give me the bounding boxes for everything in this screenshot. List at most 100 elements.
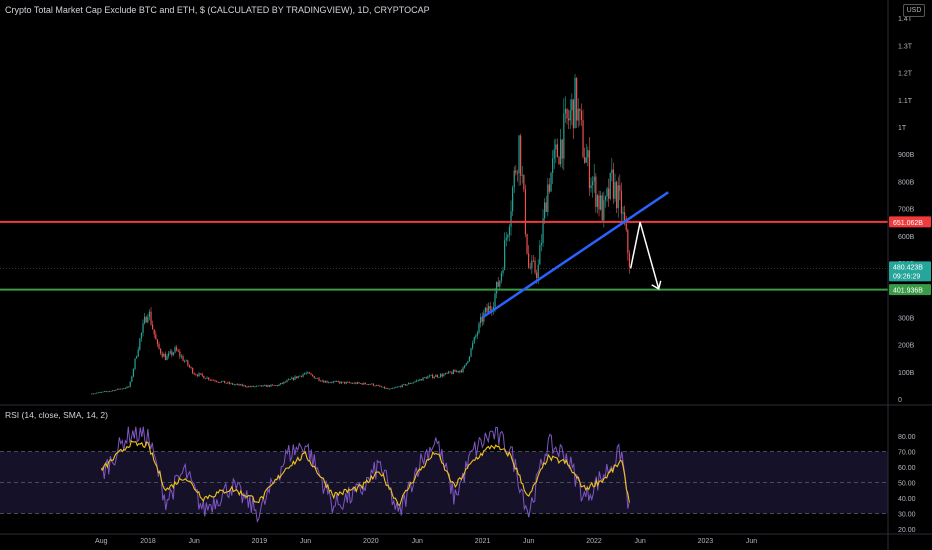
candle-body <box>172 352 175 356</box>
candle-body <box>145 316 147 323</box>
candle-body <box>534 260 536 273</box>
rsi-line <box>100 426 630 523</box>
candle-body <box>425 377 427 379</box>
candle-body <box>377 385 379 387</box>
candle-body <box>156 339 159 344</box>
candle-body <box>393 387 395 389</box>
candle-body <box>115 389 117 391</box>
candle-body <box>388 388 391 390</box>
candle-body <box>134 358 136 369</box>
candle-body <box>113 390 115 392</box>
price-tick-label: 700B <box>898 207 915 214</box>
candle-body <box>331 382 333 384</box>
candle-body <box>147 316 149 323</box>
candle-body <box>211 379 213 381</box>
candle-body <box>528 253 530 268</box>
candle-body <box>254 386 256 388</box>
price-tick-label: 200B <box>898 343 915 350</box>
candle-body <box>382 386 384 388</box>
candle-body <box>124 388 127 389</box>
candle-body <box>360 383 362 385</box>
candle-body <box>548 184 551 192</box>
candle-body <box>536 272 538 279</box>
time-tick-label: Jun <box>746 538 757 545</box>
candle-body <box>289 379 291 380</box>
candle-body <box>270 384 272 387</box>
candle-body <box>556 144 559 158</box>
candle-body <box>510 211 512 227</box>
candle-body <box>116 388 119 390</box>
candle-body <box>340 381 343 384</box>
candle-body <box>422 377 424 381</box>
candle-body <box>171 351 173 356</box>
price-axis[interactable]: 0100B200B300B400B500B600B700B800B900B1T1… <box>887 0 931 550</box>
price-pane[interactable] <box>0 73 932 406</box>
candle-body <box>118 388 120 390</box>
candle-body <box>305 373 307 374</box>
trendline <box>481 191 669 319</box>
level-badge <box>889 284 931 296</box>
candle-body <box>516 172 519 174</box>
candle-body <box>230 383 232 385</box>
last-price-badge <box>889 261 931 282</box>
candle-body <box>593 176 595 182</box>
candle-body <box>494 293 496 308</box>
candle-body <box>123 388 125 390</box>
candle-body <box>368 384 370 386</box>
candle-body <box>308 372 311 374</box>
candle-body <box>132 368 135 377</box>
candle-body <box>430 374 432 376</box>
candle-body <box>267 385 269 387</box>
candle-body <box>356 382 359 384</box>
candle-body <box>489 305 491 310</box>
candle-body <box>440 374 442 377</box>
candle-body <box>540 243 543 246</box>
candle-body <box>164 353 167 361</box>
candle-body <box>432 374 434 379</box>
candle-body <box>395 387 397 388</box>
candle-body <box>433 376 435 379</box>
candle-body <box>409 383 411 384</box>
candle-body <box>169 351 171 354</box>
chart-title: Crypto Total Market Cap Exclude BTC and … <box>5 5 430 15</box>
time-axis[interactable]: Aug 2018 Jun 2019 Jun 2020 Jun 2021 Jun 2022 Jun 20… <box>0 533 932 545</box>
candle-body <box>505 237 507 241</box>
price-tick-label: 300B <box>898 315 915 322</box>
candle-body <box>326 381 328 383</box>
candle-body <box>336 380 338 382</box>
candle-body <box>94 393 96 395</box>
candle-body <box>481 317 483 322</box>
level-badge-label: 401.936B <box>893 288 923 295</box>
candle-body <box>275 385 277 387</box>
candle-body <box>444 372 447 375</box>
candle-body <box>379 385 381 387</box>
currency-button[interactable]: USD <box>903 4 925 17</box>
price-tick-label: 0 <box>898 397 902 404</box>
candle-body <box>624 212 626 224</box>
candle-body <box>294 376 296 380</box>
candle-body <box>539 245 541 265</box>
candle-body <box>582 120 584 158</box>
candle-body <box>390 388 392 390</box>
candle-body <box>334 381 336 383</box>
time-tick-label: Jun <box>412 538 423 545</box>
time-tick-label: Jun <box>634 538 645 545</box>
candle-body <box>152 324 154 330</box>
candle-body <box>414 381 416 383</box>
candle-body <box>512 187 514 212</box>
rsi-pane[interactable] <box>0 426 888 523</box>
candle-body <box>625 223 627 230</box>
candle-body <box>572 99 575 129</box>
candle-body <box>558 157 560 165</box>
candle-body <box>219 382 221 384</box>
candle-body <box>416 380 418 382</box>
candle-body <box>456 371 458 372</box>
candle-body <box>553 149 555 159</box>
price-tick-label: 1.1T <box>898 98 913 105</box>
candle-body <box>110 390 112 392</box>
candle-body <box>526 233 528 254</box>
candle-body <box>550 172 552 192</box>
candle-body <box>448 371 450 374</box>
candle-body <box>486 307 488 312</box>
